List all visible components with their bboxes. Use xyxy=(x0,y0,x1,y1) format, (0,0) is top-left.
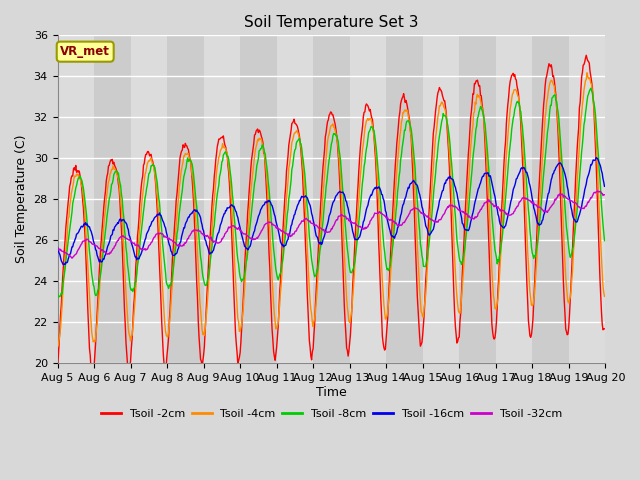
Legend: Tsoil -2cm, Tsoil -4cm, Tsoil -8cm, Tsoil -16cm, Tsoil -32cm: Tsoil -2cm, Tsoil -4cm, Tsoil -8cm, Tsoi… xyxy=(97,404,566,423)
Tsoil -2cm xyxy=(205,252,212,258)
Tsoil -2cm xyxy=(89,373,97,379)
Tsoil -4cm xyxy=(175,184,183,190)
Tsoil -16cm xyxy=(414,186,422,192)
Tsoil -32cm xyxy=(594,188,602,194)
Bar xyxy=(349,36,386,363)
Tsoil -16cm xyxy=(60,262,67,267)
Line: Tsoil -4cm: Tsoil -4cm xyxy=(58,73,605,347)
Bar xyxy=(313,36,349,363)
Tsoil -8cm xyxy=(398,145,406,151)
Tsoil -32cm xyxy=(601,192,609,198)
Tsoil -8cm xyxy=(205,271,212,277)
Line: Tsoil -16cm: Tsoil -16cm xyxy=(58,157,605,264)
Line: Tsoil -8cm: Tsoil -8cm xyxy=(58,88,605,297)
Tsoil -4cm xyxy=(601,293,609,299)
Tsoil -2cm xyxy=(176,155,184,161)
Bar xyxy=(240,36,276,363)
Line: Tsoil -2cm: Tsoil -2cm xyxy=(58,55,605,376)
Tsoil -8cm xyxy=(120,227,128,232)
Tsoil -8cm xyxy=(65,239,72,244)
Bar xyxy=(569,36,605,363)
Tsoil -16cm xyxy=(65,256,72,262)
Tsoil -4cm xyxy=(397,120,405,125)
Tsoil -32cm xyxy=(398,222,406,228)
Bar xyxy=(386,36,422,363)
Tsoil -8cm xyxy=(587,85,595,91)
Tsoil -8cm xyxy=(176,204,184,210)
Tsoil -4cm xyxy=(204,287,212,293)
Tsoil -2cm xyxy=(54,361,61,367)
Tsoil -32cm xyxy=(54,246,61,252)
X-axis label: Time: Time xyxy=(316,385,347,398)
Tsoil -2cm xyxy=(120,306,128,312)
Tsoil -4cm xyxy=(63,229,71,235)
Tsoil -32cm xyxy=(414,206,422,212)
Tsoil -2cm xyxy=(63,208,71,214)
Title: Soil Temperature Set 3: Soil Temperature Set 3 xyxy=(244,15,419,30)
Line: Tsoil -32cm: Tsoil -32cm xyxy=(58,191,605,258)
Y-axis label: Soil Temperature (C): Soil Temperature (C) xyxy=(15,135,28,264)
Tsoil -8cm xyxy=(54,290,61,296)
Bar xyxy=(496,36,532,363)
Bar xyxy=(459,36,496,363)
Bar xyxy=(276,36,313,363)
Tsoil -32cm xyxy=(63,251,71,257)
Bar xyxy=(204,36,240,363)
Bar xyxy=(94,36,131,363)
Tsoil -16cm xyxy=(398,205,406,211)
Bar xyxy=(167,36,204,363)
Tsoil -8cm xyxy=(601,238,609,244)
Tsoil -16cm xyxy=(120,218,128,224)
Tsoil -2cm xyxy=(582,52,590,58)
Tsoil -32cm xyxy=(176,242,184,248)
Tsoil -8cm xyxy=(54,294,62,300)
Tsoil -16cm xyxy=(176,240,184,246)
Tsoil -16cm xyxy=(592,155,600,160)
Bar xyxy=(422,36,459,363)
Tsoil -16cm xyxy=(205,249,212,255)
Tsoil -16cm xyxy=(54,244,61,250)
Tsoil -4cm xyxy=(583,70,591,76)
Tsoil -16cm xyxy=(601,183,609,189)
Tsoil -8cm xyxy=(414,207,422,213)
Tsoil -2cm xyxy=(601,326,609,332)
Tsoil -32cm xyxy=(68,255,76,261)
Bar xyxy=(131,36,167,363)
Tsoil -4cm xyxy=(413,243,421,249)
Tsoil -2cm xyxy=(414,308,422,314)
Tsoil -32cm xyxy=(205,235,212,241)
Text: VR_met: VR_met xyxy=(60,45,110,58)
Tsoil -2cm xyxy=(398,96,406,101)
Tsoil -4cm xyxy=(54,344,61,349)
Bar xyxy=(532,36,569,363)
Bar xyxy=(58,36,94,363)
Tsoil -4cm xyxy=(120,245,127,251)
Tsoil -32cm xyxy=(120,234,128,240)
